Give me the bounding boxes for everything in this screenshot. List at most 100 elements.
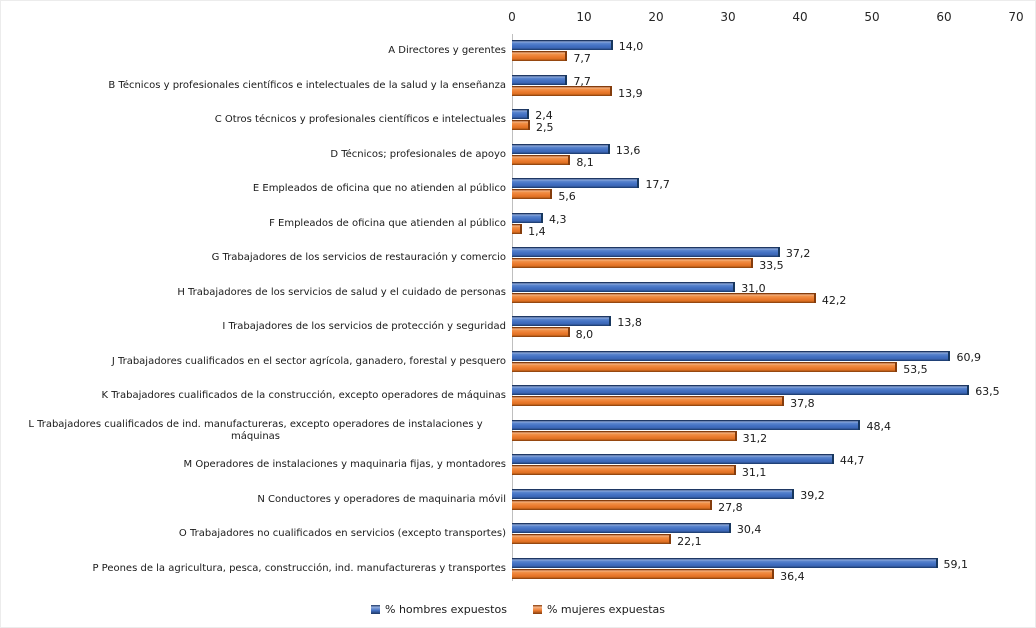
category-row: H Trabajadores de los servicios de salud… (1, 276, 1035, 311)
x-axis-tick-label: 70 (1008, 10, 1024, 24)
category-label: A Directores y gerentes (388, 45, 506, 57)
category-row: G Trabajadores de los servicios de resta… (1, 241, 1035, 276)
category-label: G Trabajadores de los servicios de resta… (211, 252, 506, 264)
legend-label-hombres: % hombres expuestos (385, 602, 507, 616)
legend-item-mujeres: % mujeres expuestas (532, 602, 665, 616)
category-row: I Trabajadores de los servicios de prote… (1, 310, 1035, 345)
bar-hombres (512, 74, 568, 85)
bar-mujeres (512, 396, 785, 406)
data-label-mujeres: 42,2 (821, 293, 847, 307)
data-label-mujeres: 27,8 (718, 500, 743, 514)
category-row: P Peones de la agricultura, pesca, const… (1, 552, 1035, 587)
data-label-mujeres: 5,6 (558, 190, 576, 203)
bar-mujeres (512, 430, 737, 441)
bar-hombres (512, 281, 736, 292)
category-row: C Otros técnicos y profesionales científ… (1, 103, 1035, 138)
data-label-mujeres: 8,0 (575, 328, 594, 341)
x-axis-tick-label: 50 (864, 10, 880, 24)
data-label-hombres: 60,9 (956, 350, 981, 364)
category-row: D Técnicos; profesionales de apoyo 13,6 8,… (1, 138, 1035, 173)
bar-hombres (512, 454, 834, 464)
data-label-hombres: 7,7 (573, 74, 591, 88)
legend: % hombres expuestos % mujeres expuestas (1, 600, 1035, 618)
category-label: O Trabajadores no cualificados en servic… (178, 528, 506, 540)
legend-label-mujeres: % mujeres expuestas (546, 602, 665, 616)
bar-mujeres (512, 534, 672, 544)
x-axis: 0 10 20 30 40 50 60 70 (1, 10, 1035, 26)
category-label: M Operadores de instalaciones y maquinar… (183, 459, 506, 471)
bar-hombres (512, 143, 610, 154)
category-label: J Trabajadores cualificados en el sector… (111, 355, 506, 367)
bar-mujeres (512, 85, 613, 96)
category-row: J Trabajadores cualificados en el sector… (1, 345, 1035, 380)
bar-hombres (512, 557, 938, 568)
legend-swatch-hombres (371, 604, 380, 614)
bar-mujeres (512, 120, 530, 130)
legend-item-hombres: % hombres expuestos (371, 603, 507, 616)
data-label-hombres: 4,3 (548, 212, 567, 226)
bar-mujeres (512, 568, 775, 579)
data-label-hombres: 13,6 (615, 143, 641, 157)
category-row: F Empleados de oficina que atienden al p… (1, 207, 1035, 242)
category-row: E Empleados de oficina que no atienden a… (1, 172, 1035, 207)
bar-mujeres (512, 223, 523, 234)
data-label-hombres: 31,0 (741, 281, 766, 295)
category-label: N Conductores y operadores de maquinaria… (257, 493, 506, 505)
category-label: H Trabajadores de los servicios de salud… (177, 286, 506, 298)
bar-mujeres (512, 361, 898, 372)
x-axis-tick-label: 40 (792, 10, 808, 24)
category-row: K Trabajadores cualificados de la constr… (1, 379, 1035, 414)
data-label-mujeres: 7,7 (573, 52, 591, 65)
data-label-hombres: 63,5 (975, 385, 1000, 398)
category-label: I Trabajadores de los servicios de prote… (222, 321, 506, 333)
category-label: L Trabajadores cualificados de ind. manu… (28, 418, 483, 442)
data-label-hombres: 44,7 (839, 454, 865, 467)
data-label-hombres: 48,4 (866, 419, 891, 433)
bar-mujeres (512, 51, 568, 61)
data-label-hombres: 59,1 (943, 557, 969, 571)
data-label-mujeres: 1,4 (528, 224, 546, 238)
category-row: L Trabajadores cualificados de ind. manu… (1, 414, 1035, 449)
bar-mujeres (512, 154, 571, 165)
bar-mujeres (512, 499, 713, 510)
bar-mujeres (512, 327, 570, 337)
y-axis-line (512, 34, 513, 581)
bar-hombres (512, 419, 861, 430)
category-row: O Trabajadores no cualificados en servic… (1, 517, 1035, 552)
data-label-mujeres: 31,1 (741, 466, 767, 479)
data-label-hombres: 17,7 (645, 178, 670, 191)
bar-hombres (512, 488, 795, 499)
data-label-mujeres: 2,5 (536, 121, 554, 134)
bar-mujeres (512, 465, 736, 475)
data-label-hombres: 39,2 (800, 488, 825, 502)
category-row: A Directores y gerentes 14,0 7,7 (1, 34, 1035, 69)
category-label: C Otros técnicos y profesionales científ… (214, 114, 506, 126)
category-label: F Empleados de oficina que atienden al p… (269, 217, 506, 229)
data-label-mujeres: 53,5 (903, 362, 928, 376)
data-label-hombres: 13,8 (617, 316, 642, 329)
data-label-mujeres: 8,1 (576, 155, 594, 169)
data-label-mujeres: 33,5 (759, 259, 784, 272)
category-row: M Operadores de instalaciones y maquinar… (1, 448, 1035, 483)
data-label-hombres: 14,0 (618, 40, 644, 53)
bar-hombres (512, 40, 613, 50)
bar-hombres (512, 316, 612, 326)
bar-mujeres (512, 189, 553, 199)
data-label-mujeres: 31,2 (742, 431, 768, 445)
bar-hombres (512, 247, 780, 257)
category-label: B Técnicos y profesionales científicos e… (108, 79, 506, 91)
bar-hombres (512, 350, 951, 361)
x-axis-tick-label: 0 (508, 10, 516, 24)
category-label: D Técnicos; profesionales de apoyo (330, 148, 506, 160)
bar-hombres (512, 212, 543, 223)
data-label-mujeres: 22,1 (677, 535, 702, 548)
category-label: E Empleados de oficina que no atienden a… (252, 183, 506, 195)
bar-hombres (512, 109, 530, 119)
data-label-mujeres: 36,4 (780, 569, 805, 583)
data-label-hombres: 30,4 (736, 523, 762, 536)
bar-hombres (512, 178, 640, 188)
bar-hombres (512, 385, 970, 395)
data-label-hombres: 37,2 (785, 247, 811, 260)
